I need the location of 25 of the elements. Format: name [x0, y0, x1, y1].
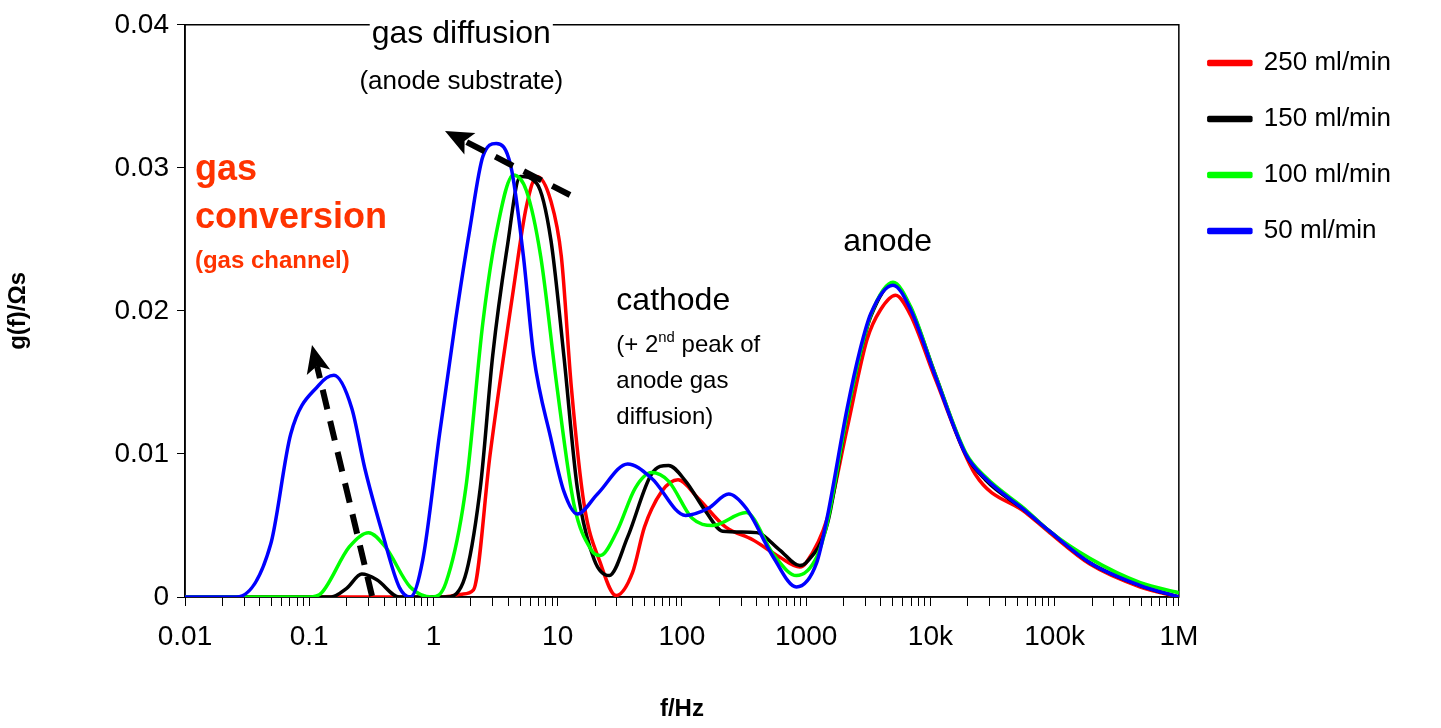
- x-tick-label: 1M: [1159, 619, 1199, 651]
- annotation: gas diffusion (anode substrate): [359, 13, 564, 95]
- x-tick-label: 0.01: [157, 619, 213, 651]
- x-tick-label: 0.1: [289, 619, 329, 651]
- legend-label: 250 ml/min: [1263, 46, 1391, 77]
- x-tick-label: 10: [542, 619, 574, 651]
- legend-label: 50 ml/min: [1263, 214, 1377, 245]
- x-axis-title: f/Hz: [659, 694, 704, 722]
- x-tick-label: 10k: [907, 619, 954, 651]
- x-tick-label: 100: [658, 619, 706, 651]
- annotation: gas conversion: [194, 147, 387, 237]
- x-tick-label: 100k: [1024, 619, 1086, 651]
- y-axis-title: g(f)/Ωs: [3, 271, 31, 350]
- annotation: (gas channel): [194, 245, 350, 273]
- y-tick-label: 0.04: [114, 7, 169, 39]
- legend-label: 100 ml/min: [1263, 158, 1391, 189]
- annotation: cathode: [616, 281, 731, 318]
- y-tick-label: 0.01: [114, 436, 169, 468]
- y-tick-label: 0.03: [114, 150, 169, 182]
- x-tick-label: 1000: [775, 619, 838, 651]
- y-tick-label: 0.02: [114, 293, 169, 325]
- annotation: anode: [843, 221, 933, 258]
- x-tick-label: 1: [425, 619, 442, 651]
- legend-label: 150 ml/min: [1263, 102, 1391, 133]
- y-tick-label: 0: [153, 579, 169, 611]
